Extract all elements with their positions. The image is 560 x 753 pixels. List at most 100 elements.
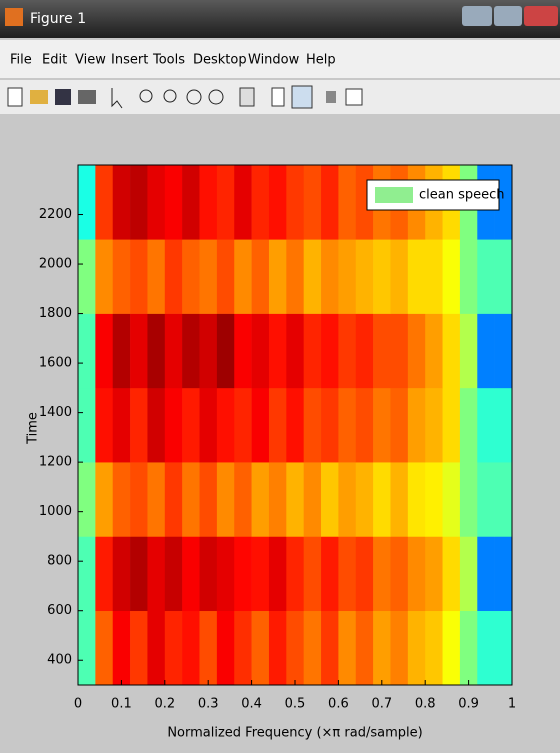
heatmap-cell (164, 239, 183, 314)
heatmap-cell (338, 239, 357, 314)
heatmap-cell (321, 313, 339, 389)
heatmap-cell (182, 387, 200, 463)
new-icon[interactable] (7, 87, 23, 107)
heatmap-cell (286, 165, 304, 240)
x-tick-label: 0.2 (154, 697, 175, 712)
heatmap-cell (459, 387, 478, 463)
menu-item[interactable]: Help (306, 53, 336, 68)
heatmap-cell (112, 462, 131, 537)
print-icon[interactable] (78, 90, 96, 104)
heatmap-cell (407, 239, 426, 314)
minimize-button[interactable] (462, 6, 492, 26)
heatmap-cell (199, 462, 218, 537)
heatmap-cell (164, 165, 183, 240)
heatmap-cell (442, 239, 461, 314)
y-tick-label: 1400 (39, 405, 72, 420)
heatmap-cell (303, 239, 322, 314)
heatmap-cell (216, 387, 235, 463)
x-tick-label: 0.3 (198, 697, 219, 712)
colorbar-icon[interactable] (271, 87, 285, 107)
close-button[interactable] (524, 6, 558, 26)
heatmap-cell (130, 239, 148, 314)
y-axis-label: Time (26, 412, 41, 445)
heatmap-cell (216, 536, 235, 612)
heatmap-cell (321, 387, 339, 463)
heatmap-cell (442, 313, 461, 389)
menu-item[interactable]: File (10, 53, 32, 68)
heatmap-cell (95, 610, 114, 686)
datacursor-icon[interactable] (239, 87, 255, 107)
heatmap-cell (147, 387, 166, 463)
heatmap-cell (373, 536, 391, 612)
heatmap-cell (494, 387, 513, 463)
heatmap-cell (199, 610, 218, 686)
heatmap-cell (78, 387, 96, 463)
x-tick-label: 0.9 (458, 697, 479, 712)
heatmap-cell (112, 536, 131, 612)
heatmap-cell (338, 387, 357, 463)
heatmap-cell (477, 536, 495, 612)
heatmap-cell (130, 165, 148, 240)
heatmap-cell (459, 239, 478, 314)
heatmap-cell (268, 165, 287, 240)
zoom-in-icon[interactable] (139, 89, 153, 103)
heatmap-cell (251, 610, 270, 686)
y-tick-label: 600 (47, 603, 72, 618)
heatmap-cell (78, 610, 96, 686)
heatmap-cell (303, 610, 322, 686)
rotate-icon[interactable] (208, 89, 224, 105)
zoom-out-icon[interactable] (163, 89, 177, 103)
heatmap-cell (321, 165, 339, 240)
heatmap-cell (251, 165, 270, 240)
y-tick-label: 1600 (39, 356, 72, 371)
heatmap-cell (182, 610, 200, 686)
heatmap-cell (425, 239, 443, 314)
heatmap-cell (321, 610, 339, 686)
heatmap-cell (355, 313, 374, 389)
heatmap-cell (286, 239, 304, 314)
heatmap-cell (234, 313, 252, 389)
x-tick-label: 0.8 (415, 697, 436, 712)
menu-item[interactable]: Edit (42, 53, 67, 68)
heatmap-cell (234, 387, 252, 463)
menu-item[interactable]: Insert (111, 53, 148, 68)
save-icon[interactable] (55, 89, 71, 105)
pan-icon[interactable] (186, 89, 202, 105)
heatmap-cell (442, 462, 461, 537)
heatmap-cell (164, 387, 183, 463)
show-tools-icon[interactable] (345, 88, 363, 106)
heatmap-cell (268, 536, 287, 612)
pointer-icon[interactable] (111, 88, 123, 109)
heatmap-cell (251, 387, 270, 463)
menu-item[interactable]: View (75, 53, 106, 68)
heatmap-cell (268, 387, 287, 463)
maximize-button[interactable] (494, 6, 522, 26)
heatmap-cell (182, 462, 200, 537)
heatmap-cell (286, 462, 304, 537)
menu-item[interactable]: Tools (152, 53, 185, 68)
hide-tools-icon[interactable] (326, 91, 336, 103)
heatmap-cell (182, 165, 200, 240)
heatmap-cell (373, 462, 391, 537)
heatmap-cell (147, 165, 166, 240)
heatmap-cell (425, 387, 443, 463)
heatmap-cell (199, 165, 218, 240)
legend-icon[interactable] (291, 85, 313, 109)
heatmap-cell (442, 610, 461, 686)
heatmap-cell (494, 462, 513, 537)
open-icon[interactable] (30, 90, 48, 104)
heatmap-cell (182, 536, 200, 612)
heatmap-cell (321, 239, 339, 314)
heatmap-cell (355, 462, 374, 537)
menu-item[interactable]: Desktop (193, 53, 247, 68)
heatmap-cell (234, 536, 252, 612)
menu-bar (0, 40, 560, 78)
heatmap-cell (268, 610, 287, 686)
heatmap-cell (147, 462, 166, 537)
toolbar-icons (7, 85, 363, 109)
menu-item[interactable]: Window (248, 53, 300, 68)
heatmap-cell (407, 462, 426, 537)
heatmap-cell (112, 313, 131, 389)
heatmap-cell (321, 462, 339, 537)
y-tick-label: 2000 (39, 257, 72, 272)
